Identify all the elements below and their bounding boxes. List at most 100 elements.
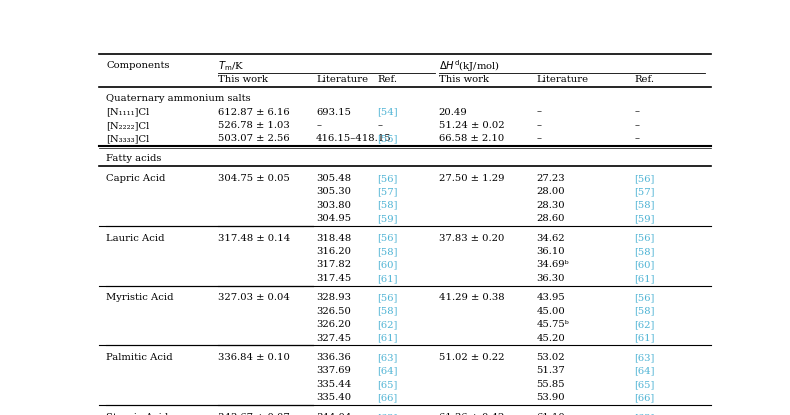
Text: Stearic Acid: Stearic Acid xyxy=(106,413,168,415)
Text: Lauric Acid: Lauric Acid xyxy=(106,234,164,243)
Text: [63]: [63] xyxy=(634,413,655,415)
Text: [61]: [61] xyxy=(634,274,655,283)
Text: 317.82: 317.82 xyxy=(316,261,352,269)
Text: [60]: [60] xyxy=(378,261,397,269)
Text: 51.37: 51.37 xyxy=(536,366,566,376)
Text: [60]: [60] xyxy=(634,261,655,269)
Text: [63]: [63] xyxy=(378,413,397,415)
Text: Quaternary ammonium salts: Quaternary ammonium salts xyxy=(106,94,250,103)
Text: 335.40: 335.40 xyxy=(316,393,352,402)
Text: This work: This work xyxy=(438,75,488,84)
Text: 53.90: 53.90 xyxy=(536,393,565,402)
Text: 34.62: 34.62 xyxy=(536,234,565,243)
Text: [56]: [56] xyxy=(634,293,655,303)
Text: Capric Acid: Capric Acid xyxy=(106,174,165,183)
Text: –: – xyxy=(536,134,541,143)
Text: 28.00: 28.00 xyxy=(536,187,565,196)
Text: Components: Components xyxy=(106,61,170,70)
Text: [63]: [63] xyxy=(634,353,655,362)
Text: $\mathit{T}_{\rm m}$/K: $\mathit{T}_{\rm m}$/K xyxy=(218,59,244,73)
Text: [55]: [55] xyxy=(378,134,398,143)
Text: 43.95: 43.95 xyxy=(536,293,566,303)
Text: 51.24 ± 0.02: 51.24 ± 0.02 xyxy=(438,121,504,130)
Text: 503.07 ± 2.56: 503.07 ± 2.56 xyxy=(218,134,290,143)
Text: –: – xyxy=(378,121,382,130)
Text: 336.84 ± 0.10: 336.84 ± 0.10 xyxy=(218,353,290,362)
Text: 327.03 ± 0.04: 327.03 ± 0.04 xyxy=(218,293,290,303)
Text: [58]: [58] xyxy=(378,201,398,210)
Text: [57]: [57] xyxy=(378,187,398,196)
Text: [56]: [56] xyxy=(634,174,655,183)
Text: [58]: [58] xyxy=(634,201,655,210)
Text: 304.75 ± 0.05: 304.75 ± 0.05 xyxy=(218,174,290,183)
Text: 45.20: 45.20 xyxy=(536,334,566,343)
Text: [58]: [58] xyxy=(378,247,398,256)
Text: 61.10: 61.10 xyxy=(536,413,566,415)
Text: –: – xyxy=(536,107,541,117)
Text: Palmitic Acid: Palmitic Acid xyxy=(106,353,173,362)
Text: 326.50: 326.50 xyxy=(316,307,351,316)
Text: 336.36: 336.36 xyxy=(316,353,351,362)
Text: 305.30: 305.30 xyxy=(316,187,351,196)
Text: [58]: [58] xyxy=(634,247,655,256)
Text: [61]: [61] xyxy=(378,334,398,343)
Text: Fatty acids: Fatty acids xyxy=(106,154,161,163)
Text: 20.49: 20.49 xyxy=(438,107,468,117)
Text: [N₃₃₃₃]Cl: [N₃₃₃₃]Cl xyxy=(106,134,149,143)
Text: [65]: [65] xyxy=(634,380,655,389)
Text: 28.60: 28.60 xyxy=(536,214,565,223)
Text: This work: This work xyxy=(218,75,268,84)
Text: 66.58 ± 2.10: 66.58 ± 2.10 xyxy=(438,134,504,143)
Text: 317.48 ± 0.14: 317.48 ± 0.14 xyxy=(218,234,291,243)
Text: [58]: [58] xyxy=(378,307,398,316)
Text: 41.29 ± 0.38: 41.29 ± 0.38 xyxy=(438,293,504,303)
Text: 316.20: 316.20 xyxy=(316,247,351,256)
Text: [66]: [66] xyxy=(378,393,397,402)
Text: [63]: [63] xyxy=(378,353,397,362)
Text: 27.23: 27.23 xyxy=(536,174,565,183)
Text: [N₂₂₂₂]Cl: [N₂₂₂₂]Cl xyxy=(106,121,149,130)
Text: [64]: [64] xyxy=(634,366,655,376)
Text: [N₁₁₁₁]Cl: [N₁₁₁₁]Cl xyxy=(106,107,149,117)
Text: 335.44: 335.44 xyxy=(316,380,352,389)
Text: 344.04: 344.04 xyxy=(316,413,352,415)
Text: 36.30: 36.30 xyxy=(536,274,565,283)
Text: 693.15: 693.15 xyxy=(316,107,351,117)
Text: 28.30: 28.30 xyxy=(536,201,565,210)
Text: Literature: Literature xyxy=(536,75,589,84)
Text: 337.69: 337.69 xyxy=(316,366,351,376)
Text: 612.87 ± 6.16: 612.87 ± 6.16 xyxy=(218,107,290,117)
Text: [61]: [61] xyxy=(378,274,398,283)
Text: –: – xyxy=(634,121,639,130)
Text: [56]: [56] xyxy=(378,293,397,303)
Text: 328.93: 328.93 xyxy=(316,293,351,303)
Text: 317.45: 317.45 xyxy=(316,274,352,283)
Text: –: – xyxy=(316,121,321,130)
Text: [62]: [62] xyxy=(378,320,397,329)
Text: 327.45: 327.45 xyxy=(316,334,352,343)
Text: 27.50 ± 1.29: 27.50 ± 1.29 xyxy=(438,174,504,183)
Text: 55.85: 55.85 xyxy=(536,380,565,389)
Text: 53.02: 53.02 xyxy=(536,353,565,362)
Text: 318.48: 318.48 xyxy=(316,234,352,243)
Text: [56]: [56] xyxy=(378,234,397,243)
Text: [65]: [65] xyxy=(378,380,397,389)
Text: [66]: [66] xyxy=(634,393,655,402)
Text: 526.78 ± 1.03: 526.78 ± 1.03 xyxy=(218,121,290,130)
Text: –: – xyxy=(634,134,639,143)
Text: 343.67 ± 0.07: 343.67 ± 0.07 xyxy=(218,413,290,415)
Text: Literature: Literature xyxy=(316,75,368,84)
Text: –: – xyxy=(634,107,639,117)
Text: [54]: [54] xyxy=(378,107,398,117)
Text: 34.69ᵇ: 34.69ᵇ xyxy=(536,261,569,269)
Text: 326.20: 326.20 xyxy=(316,320,351,329)
Text: Ref.: Ref. xyxy=(634,75,654,84)
Text: [56]: [56] xyxy=(634,234,655,243)
Text: [56]: [56] xyxy=(378,174,397,183)
Text: 45.00: 45.00 xyxy=(536,307,566,316)
Text: 37.83 ± 0.20: 37.83 ± 0.20 xyxy=(438,234,504,243)
Text: [57]: [57] xyxy=(634,187,655,196)
Text: 416.15–418.15: 416.15–418.15 xyxy=(316,134,392,143)
Text: 61.36 ± 0.42: 61.36 ± 0.42 xyxy=(438,413,504,415)
Text: $\mathit{\Delta H}^{\rm d}$(kJ/mol): $\mathit{\Delta H}^{\rm d}$(kJ/mol) xyxy=(438,58,499,73)
